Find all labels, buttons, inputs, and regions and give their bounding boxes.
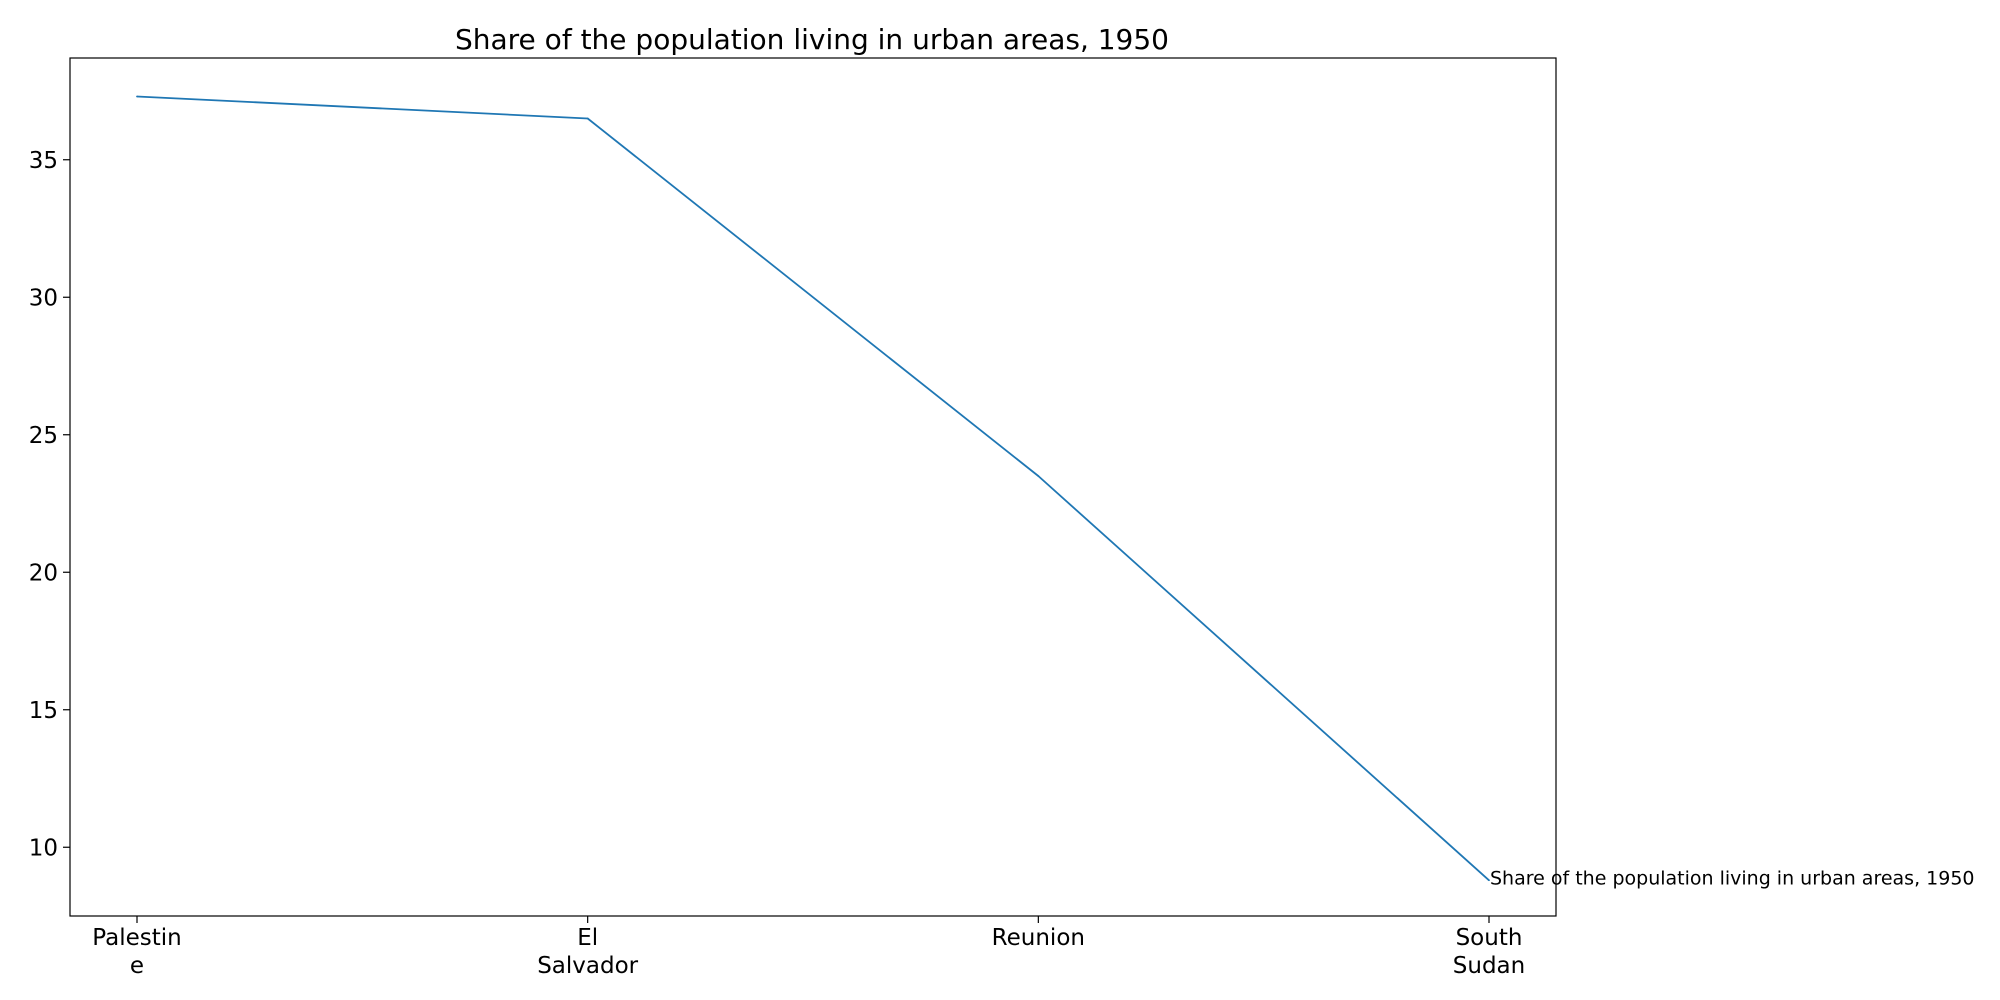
chart-title: Share of the population living in urban … [455, 23, 1169, 56]
plot-area-frame [69, 57, 1557, 917]
y-tick-label: 35 [29, 148, 58, 174]
data-point [1488, 879, 1490, 882]
y-tick-label: 15 [29, 698, 58, 724]
y-tick-label: 10 [29, 835, 58, 861]
x-axis: Palestin e El Salvador Reunion South Sudan [92, 916, 1525, 979]
y-tick-label: 30 [29, 285, 58, 311]
series-layer: Share of the population living in urban … [136, 95, 1975, 889]
y-tick-label: 20 [29, 560, 58, 586]
x-tick-label: Reunion [992, 925, 1085, 951]
x-tick-label: South Sudan [1453, 925, 1525, 979]
series-end-label: Share of the population living in urban … [1490, 867, 1975, 889]
data-point [586, 117, 589, 120]
x-tick-label: Palestin e [92, 925, 181, 979]
series-line [136, 95, 1490, 881]
data-point [136, 95, 138, 98]
y-tick-label: 25 [29, 423, 58, 449]
x-tick-label: El Salvador [537, 925, 638, 979]
y-axis: 10 15 20 25 30 35 [29, 148, 70, 861]
data-point [1037, 475, 1040, 477]
